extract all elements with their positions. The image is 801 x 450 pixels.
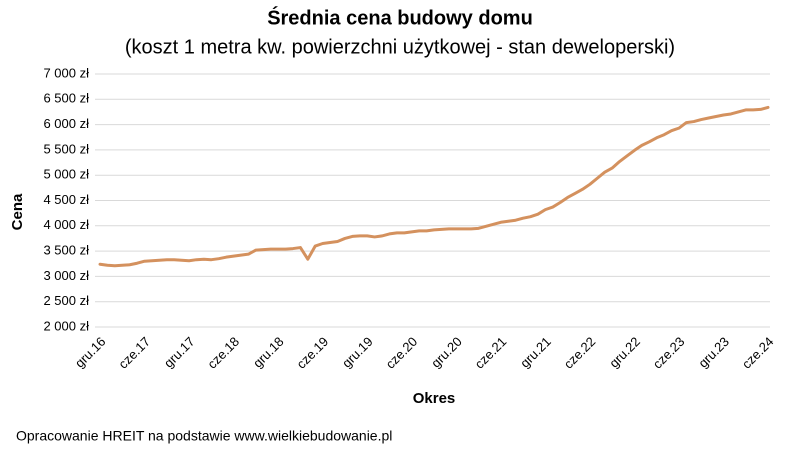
y-tick-label: 5 000 zł [43, 167, 89, 182]
y-tick-label: 4 000 zł [43, 217, 89, 232]
x-tick-label: gru.17 [161, 334, 198, 371]
y-tick-label: 7 000 zł [43, 65, 89, 80]
y-tick-label: 2 500 zł [43, 293, 89, 308]
x-tick-label: gru.20 [428, 334, 465, 371]
x-tick-label: gru.18 [250, 334, 287, 371]
y-tick-label: 3 000 zł [43, 268, 89, 283]
x-tick-label: gru.16 [72, 334, 109, 371]
y-tick-label: 6 500 zł [43, 91, 89, 106]
x-tick-label: gru.22 [606, 334, 643, 371]
y-tick-label: 3 500 zł [43, 243, 89, 258]
x-tick-label: gru.19 [339, 334, 376, 371]
y-tick-label: 6 000 zł [43, 116, 89, 131]
y-tick-label: 4 500 zł [43, 192, 89, 207]
data-line [98, 105, 770, 268]
chart-subtitle: (koszt 1 metra kw. powierzchni użytkowej… [125, 36, 675, 58]
x-tick-label: cze.18 [204, 334, 242, 372]
y-tick-label: 2 000 zł [43, 318, 89, 333]
x-tick-label: cze.21 [472, 334, 510, 372]
y-tick-label: 5 500 zł [43, 141, 89, 156]
x-tick-label: gru.23 [695, 334, 732, 371]
y-axis-label: Cena [9, 193, 26, 230]
x-tick-label: cze.17 [115, 334, 153, 372]
source-note: Opracowanie HREIT na podstawie www.wielk… [16, 428, 392, 444]
x-axis-label: Okres [413, 390, 456, 407]
chart-title: Średnia cena budowy domu [267, 5, 533, 29]
x-tick-label: cze.23 [650, 334, 688, 372]
x-tick-label: cze.24 [739, 334, 777, 372]
x-tick-label: cze.19 [294, 334, 332, 372]
x-tick-label: cze.22 [561, 334, 599, 372]
x-tick-label: gru.21 [517, 334, 554, 371]
x-tick-label: cze.20 [383, 334, 421, 372]
